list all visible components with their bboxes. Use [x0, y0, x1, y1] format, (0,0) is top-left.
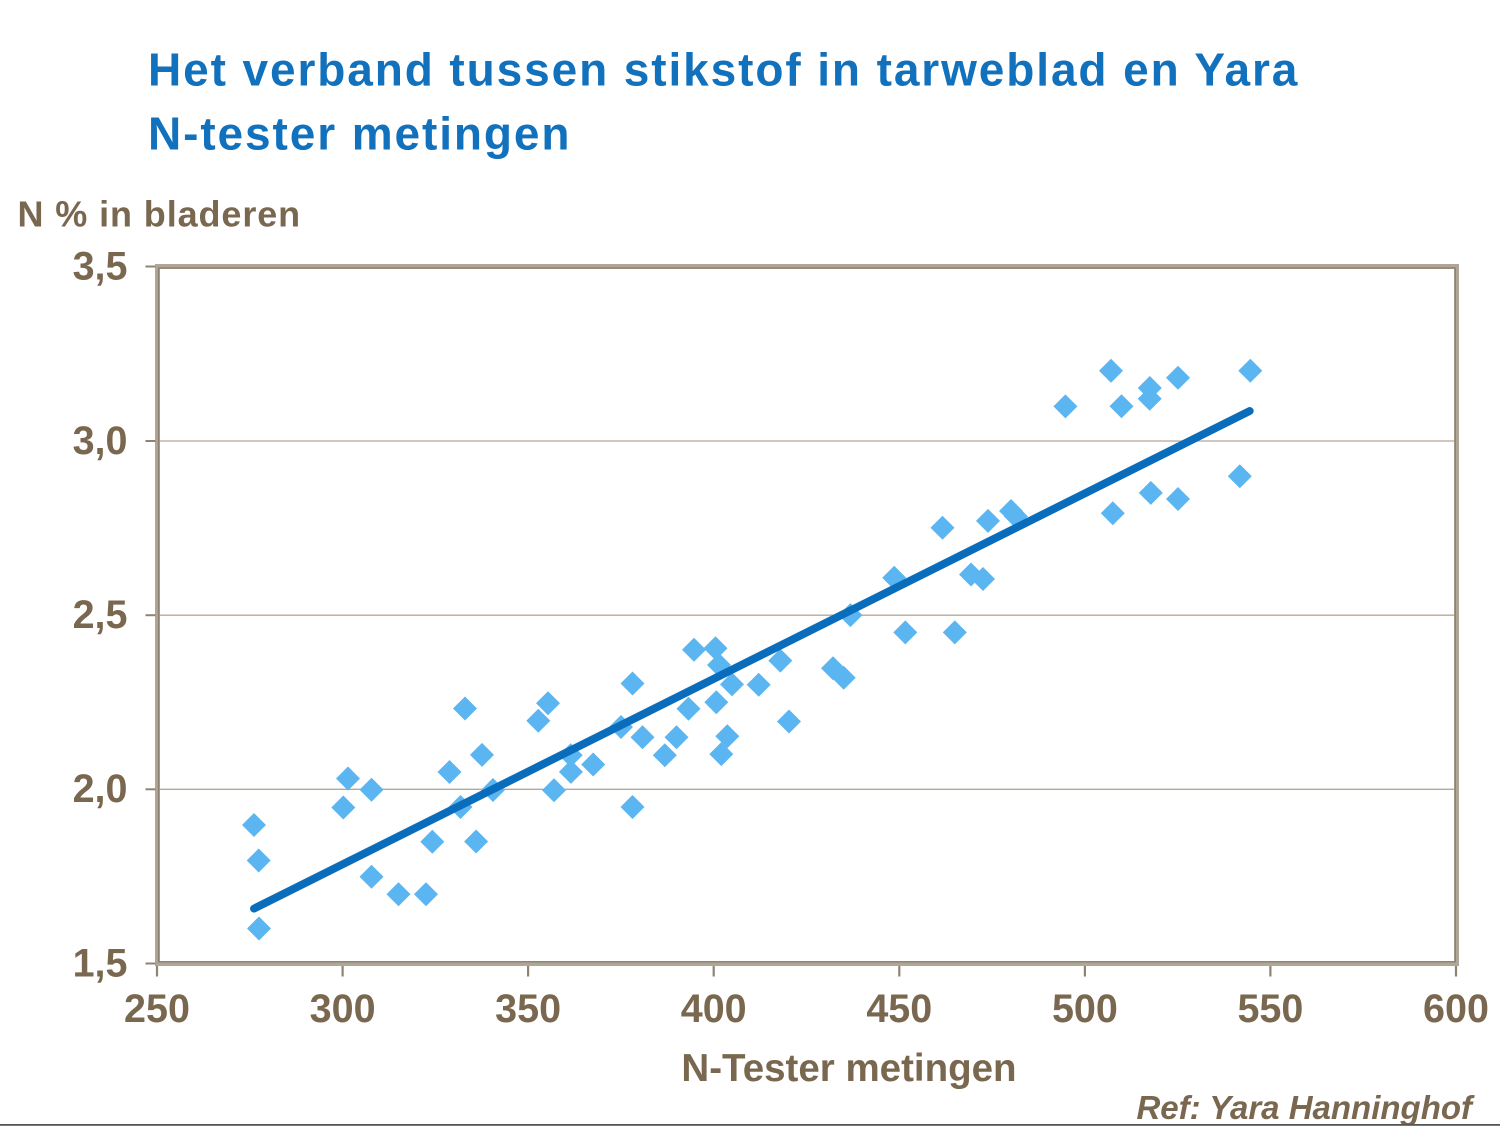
svg-text:450: 450 [866, 987, 932, 1031]
svg-text:3,0: 3,0 [73, 419, 128, 463]
svg-text:350: 350 [495, 987, 561, 1031]
svg-text:Ref: Yara Hanninghof: Ref: Yara Hanninghof [1136, 1089, 1475, 1126]
svg-text:1,5: 1,5 [73, 941, 128, 985]
svg-text:500: 500 [1052, 987, 1118, 1031]
svg-text:250: 250 [124, 987, 190, 1031]
svg-text:N-Tester metingen: N-Tester metingen [681, 1047, 1016, 1090]
svg-text:N % in bladeren: N % in bladeren [18, 194, 302, 235]
svg-text:Het verband tussen stikstof in: Het verband tussen stikstof in tarweblad… [148, 44, 1299, 96]
svg-text:550: 550 [1237, 987, 1303, 1031]
svg-text:600: 600 [1423, 987, 1489, 1031]
svg-text:3,5: 3,5 [73, 244, 128, 288]
svg-text:400: 400 [681, 987, 747, 1031]
svg-text:N-tester metingen: N-tester metingen [148, 108, 571, 160]
svg-text:300: 300 [310, 987, 376, 1031]
svg-text:2,0: 2,0 [73, 767, 128, 811]
svg-text:2,5: 2,5 [73, 593, 128, 637]
